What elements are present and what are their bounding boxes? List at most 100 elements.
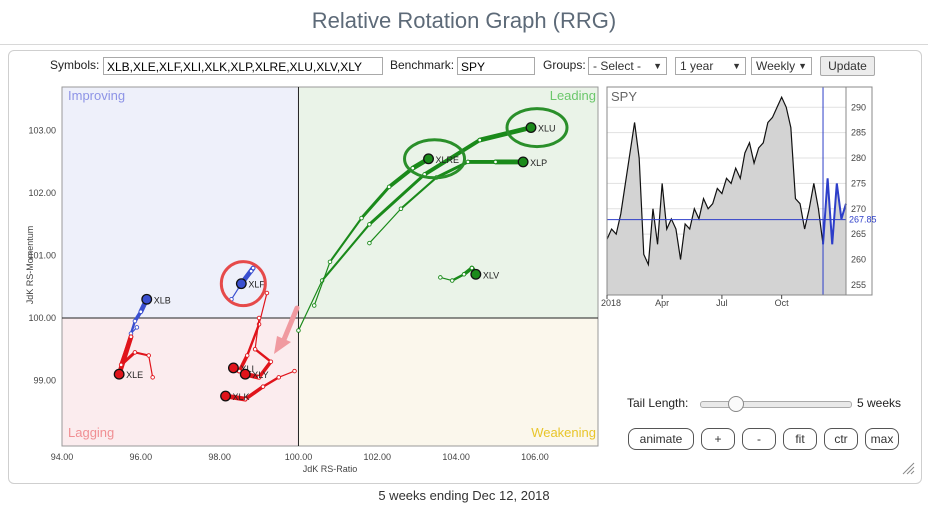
animate-button[interactable]: animate <box>628 428 694 450</box>
tail-segment <box>399 176 438 210</box>
title-divider <box>0 44 928 45</box>
tail-length-value: 5 weeks <box>857 396 902 410</box>
tail-length-thumb[interactable] <box>727 396 744 412</box>
tail-point <box>493 159 498 165</box>
tail-segment <box>254 317 260 350</box>
quadrant-weakening <box>298 318 598 446</box>
tail-point <box>264 290 270 296</box>
tail-point <box>438 275 443 280</box>
tail-point <box>138 309 144 315</box>
groups-select[interactable]: - Select - ▼ <box>588 57 667 75</box>
date-range-caption: 5 weeks ending Dec 12, 2018 <box>378 488 550 503</box>
tail-point <box>296 328 301 333</box>
tail-segment <box>230 286 240 300</box>
quadrant-label-leading: Leading <box>550 88 596 103</box>
fit-button[interactable]: fit <box>783 428 817 450</box>
tail-point <box>292 368 297 374</box>
zoom-in-button[interactable]: + <box>701 428 735 450</box>
tail-point <box>128 334 134 339</box>
x-tick-label: 100.00 <box>285 452 313 462</box>
series-label: XLK <box>233 392 250 402</box>
tail-point <box>477 137 483 143</box>
benchmark-y-tick-label: 255 <box>851 280 866 290</box>
series-xlu: XLU <box>296 122 556 333</box>
benchmark-last-value-label: 267.85 <box>849 215 877 225</box>
tail-point <box>146 353 151 358</box>
tail-segment <box>257 359 273 380</box>
x-tick-label: 104.00 <box>442 452 470 462</box>
y-axis-label: JdK RS-Momentum <box>25 226 35 305</box>
tail-segment <box>243 384 265 401</box>
tail-point <box>465 159 471 165</box>
quadrant-label-lagging: Lagging <box>68 425 114 440</box>
page-title: Relative Rotation Graph (RRG) <box>311 8 617 33</box>
head-marker <box>525 122 537 134</box>
center-button[interactable]: ctr <box>824 428 858 450</box>
tail-point <box>260 384 266 389</box>
series-xlf: XLF <box>229 265 265 302</box>
tail-segment <box>313 261 331 307</box>
x-tick-label: 102.00 <box>364 452 392 462</box>
x-tick-label: 94.00 <box>51 452 74 462</box>
tail-segment <box>116 334 134 377</box>
chevron-down-icon: ▼ <box>798 61 807 71</box>
tail-segment <box>321 223 371 282</box>
zoom-out-button[interactable]: - <box>742 428 776 450</box>
resize-handle-icon[interactable] <box>900 460 916 476</box>
period-select[interactable]: 1 year ▼ <box>675 57 746 75</box>
interval-select[interactable]: Weekly ▼ <box>751 57 812 75</box>
annotation-arrow <box>274 305 300 354</box>
max-button[interactable]: max <box>865 428 899 450</box>
tail-segment <box>422 138 482 177</box>
tail-segment <box>387 166 415 189</box>
tail-segment <box>237 353 250 373</box>
tail-point <box>367 222 372 227</box>
series-label: XLI <box>240 364 254 374</box>
tail-length-slider[interactable] <box>700 396 852 412</box>
tail-segment <box>148 354 154 378</box>
symbols-input[interactable]: XLB,XLE,XLF,XLI,XLK,XLP,XLRE,XLU,XLV,XLY <box>103 57 383 75</box>
update-button[interactable]: Update <box>820 56 875 76</box>
quadrant-label-improving: Improving <box>68 88 125 103</box>
series-xlre: XLRE <box>311 153 460 308</box>
series-xlv: XLV <box>438 265 499 283</box>
head-marker <box>423 153 434 165</box>
tail-segment <box>133 351 150 357</box>
chevron-down-icon: ▼ <box>732 61 741 71</box>
benchmark-label: Benchmark: <box>390 58 455 72</box>
groups-select-value: - Select - <box>593 59 642 73</box>
series-label: XLB <box>154 295 171 305</box>
tail-point <box>410 165 416 171</box>
tail-point <box>359 215 364 221</box>
benchmark-y-tick-label: 270 <box>851 204 866 214</box>
benchmark-price-line <box>606 95 824 267</box>
series-label: XLY <box>252 370 268 380</box>
benchmark-input[interactable]: SPY <box>457 57 535 75</box>
tail-segment <box>368 208 402 244</box>
tail-point <box>461 272 467 277</box>
highlight-ring-xlre <box>403 138 467 180</box>
tail-segment <box>328 217 363 263</box>
symbols-label: Symbols: <box>50 58 100 72</box>
highlight-ring-xlf <box>219 260 267 308</box>
benchmark-x-tick-label: Jul <box>716 298 728 308</box>
benchmark-y-tick-label: 260 <box>851 254 866 264</box>
series-xly: XLY <box>239 315 274 380</box>
tail-segment <box>278 370 296 378</box>
quadrant-label-weakening: Weakening <box>531 425 596 440</box>
tail-segment <box>253 348 273 363</box>
groups-label: Groups: <box>543 58 586 72</box>
tail-point <box>132 350 138 355</box>
series-label: XLRE <box>436 155 460 165</box>
benchmark-price-area <box>607 97 846 296</box>
y-tick-label: 102.00 <box>28 188 56 198</box>
tail-segment <box>360 185 391 220</box>
tail-segment <box>477 125 534 143</box>
head-marker <box>235 278 247 290</box>
tail-length-label: Tail Length: <box>627 396 689 410</box>
y-tick-label: 103.00 <box>28 126 56 136</box>
tail-point <box>311 303 317 308</box>
tail-point <box>252 346 258 352</box>
